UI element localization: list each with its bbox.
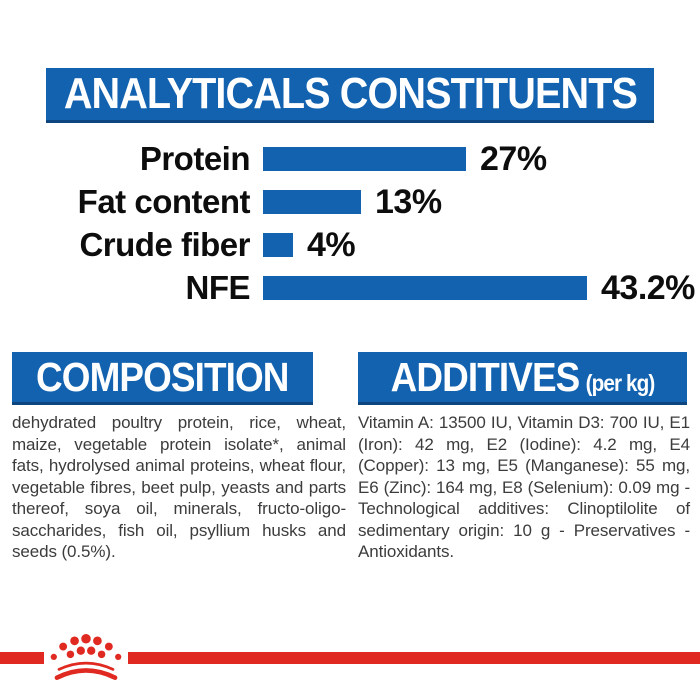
bar — [263, 233, 293, 257]
bar-row: Protein 27% — [0, 140, 700, 178]
bar-category-label: Fat content — [77, 183, 251, 220]
additives-header-title: ADDITIVES (per kg) — [390, 353, 656, 401]
bar-row: NFE 43.2% — [0, 269, 700, 307]
additives-heading-main: ADDITIVES — [390, 353, 581, 400]
bar-row: Fat content 13% — [0, 183, 700, 221]
bar — [263, 190, 361, 214]
analytical-constituents-bar-chart: Protein 27% Fat content 13% Crude fiber 4% NFE… — [0, 140, 700, 319]
bar — [263, 276, 587, 300]
composition-header-banner: COMPOSITION — [12, 352, 313, 405]
composition-header-title: COMPOSITION — [36, 353, 289, 400]
composition-body-text: dehydrated poultry protein, rice, wheat,… — [12, 413, 346, 561]
analyticals-header-title: ANALYTICALS CONSTITUENTS — [63, 69, 637, 118]
bar-category-label: Crude fiber — [79, 226, 250, 263]
additives-body-text: Vitamin A: 13500 IU, Vitamin D3: 700 IU,… — [358, 413, 690, 561]
additives-heading-suffix: (per kg) — [585, 369, 656, 396]
analyticals-header-banner: ANALYTICALS CONSTITUENTS — [46, 68, 654, 123]
brand-divider-line — [0, 652, 700, 664]
bar-row: Crude fiber 4% — [0, 226, 700, 264]
bar-value-label: 43.2% — [601, 268, 695, 307]
bar-value-label: 27% — [480, 139, 547, 178]
royal-canin-crown-logo — [44, 628, 128, 690]
bar-value-label: 13% — [375, 182, 442, 221]
bar-category-label: NFE — [185, 269, 251, 306]
bar-value-label: 4% — [307, 225, 356, 264]
bar-category-label: Protein — [139, 140, 251, 177]
bar — [263, 147, 466, 171]
additives-header-banner: ADDITIVES (per kg) — [358, 352, 687, 405]
